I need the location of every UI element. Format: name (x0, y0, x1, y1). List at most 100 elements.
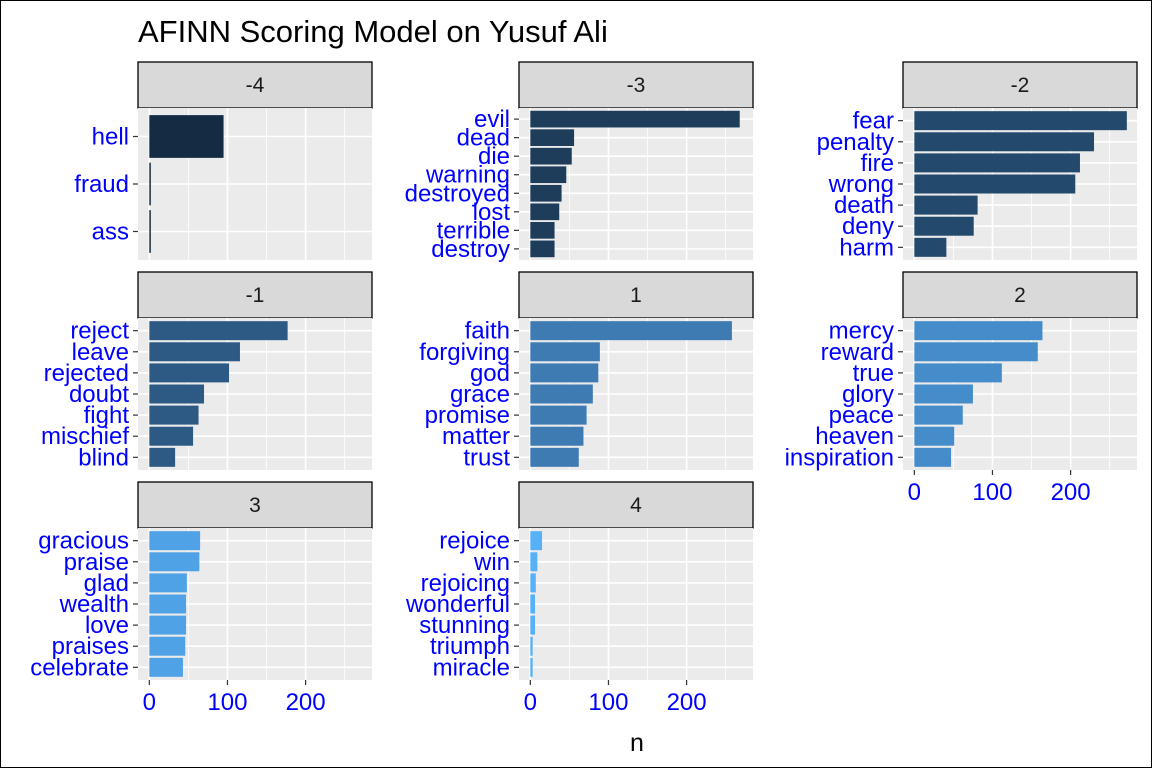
bar-stunning (530, 615, 536, 635)
category-label: reject (70, 318, 129, 345)
bar-forgiving (530, 342, 600, 362)
facet-3: 3 graciouspraisegladwealthlovepraisescele… (30, 481, 373, 716)
category-label: trust (463, 444, 510, 471)
facet-1: 1 faithforgivinggodgracepromisemattertrus… (419, 271, 754, 471)
facet-strip (137, 61, 373, 109)
bar-penalty (914, 132, 1095, 152)
facet-strip-label: -2 (1011, 74, 1030, 97)
bar-hell (149, 115, 224, 158)
bar-terrible (530, 222, 555, 239)
category-label: hell (92, 124, 129, 151)
category-label: mercy (829, 318, 894, 345)
bar-glory (914, 384, 973, 404)
bar-inspiration (914, 447, 952, 467)
bar-wonderful (530, 594, 536, 614)
category-label: blind (78, 444, 129, 471)
bar-harm (914, 237, 947, 257)
bar-wrong (914, 174, 1076, 194)
x-tick-label: 200 (1051, 479, 1091, 506)
category-label: die (478, 143, 510, 170)
bar-lost (530, 203, 560, 221)
bar-promise (530, 405, 587, 425)
facet-strip-label: 1 (630, 284, 642, 307)
category-label: deny (842, 213, 894, 240)
bar-rejoicing (530, 573, 536, 593)
category-label: rejected (44, 360, 129, 387)
bar-die (530, 147, 572, 165)
x-tick-label: 200 (286, 689, 326, 716)
bar-love (149, 615, 187, 635)
x-tick-label: 0 (524, 689, 537, 716)
category-label: fraud (74, 171, 129, 198)
category-label: penalty (817, 129, 894, 156)
bar-heaven (914, 426, 955, 446)
category-label: wonderful (405, 591, 510, 618)
category-label: god (470, 360, 510, 387)
bar-rejoice (530, 531, 543, 551)
category-label: evil (474, 106, 510, 133)
facet--4: -4 hell fraud ass (74, 61, 373, 260)
bar-praise (149, 552, 200, 572)
x-axis-title: n (630, 729, 644, 757)
bar-mercy (914, 321, 1043, 341)
category-label: inspiration (785, 444, 894, 471)
category-label: forgiving (419, 339, 510, 366)
bar-fraud (149, 162, 151, 206)
x-tick-label: 0 (143, 689, 156, 716)
bar-win (530, 552, 538, 572)
bar-miracle (530, 657, 533, 677)
category-label: glory (842, 381, 894, 408)
facet-strip (518, 61, 754, 109)
bar-grace (530, 384, 593, 404)
category-label: praises (52, 633, 129, 660)
category-label: glad (84, 570, 129, 597)
bar-reward (914, 342, 1038, 362)
category-label: lost (473, 199, 511, 226)
category-label: dead (457, 125, 510, 152)
x-tick-label: 100 (972, 479, 1012, 506)
bar-blind (149, 447, 176, 467)
x-tick-label: 100 (207, 689, 247, 716)
x-tick-label: 100 (588, 689, 628, 716)
bar-fear (914, 111, 1127, 131)
category-label: wealth (59, 591, 129, 618)
facet-strip-label: -4 (246, 74, 265, 97)
facet-strip-label: -3 (627, 74, 646, 97)
bar-destroy (530, 240, 555, 258)
bar-celebrate (149, 657, 183, 677)
category-label: warning (425, 162, 510, 189)
category-label: harm (839, 234, 894, 261)
bar-glad (149, 573, 187, 593)
facet--1: -1 rejectleaverejecteddoubtfightmischiefb… (41, 271, 373, 471)
bar-mischief (149, 426, 194, 446)
category-label: peace (829, 402, 894, 429)
bar-destroyed (530, 184, 562, 202)
category-label: leave (72, 339, 129, 366)
category-label: true (853, 360, 894, 387)
facet-strip (902, 61, 1138, 109)
facet-strip (902, 271, 1138, 319)
bar-evil (530, 110, 740, 128)
category-label: destroyed (405, 180, 510, 207)
category-label: promise (425, 402, 510, 429)
category-label: reward (821, 339, 894, 366)
category-label: destroy (431, 236, 510, 263)
facet-strip-label: -1 (246, 284, 265, 307)
bar-wealth (149, 594, 187, 614)
bar-fight (149, 405, 199, 425)
x-tick-label: 200 (667, 689, 707, 716)
x-tick-label: 0 (908, 479, 921, 506)
category-label: doubt (69, 381, 129, 408)
bar-peace (914, 405, 963, 425)
category-label: heaven (815, 423, 894, 450)
facet-panels: -4hellfraudass-3evildeaddiewarningdestro… (30, 61, 1138, 716)
category-label: matter (442, 423, 510, 450)
category-label: celebrate (30, 654, 129, 681)
category-label: fire (861, 150, 894, 177)
bar-fire (914, 153, 1080, 173)
bar-doubt (149, 384, 205, 404)
category-label: rejoicing (421, 570, 510, 597)
category-label: rejoice (439, 528, 510, 555)
facet--3: -3 evildeaddiewarningdestroyedlostterribl… (405, 61, 754, 263)
